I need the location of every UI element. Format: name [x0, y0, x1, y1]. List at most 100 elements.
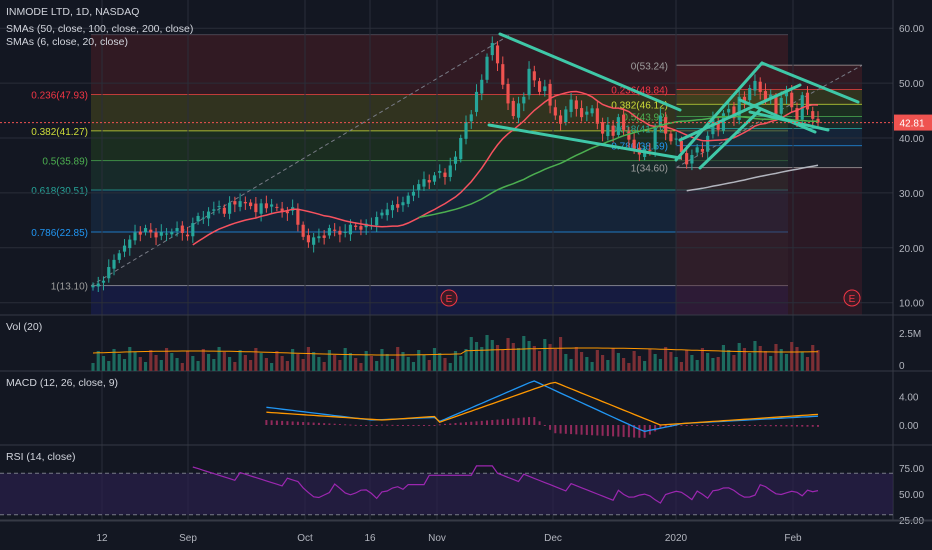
fib-left-trend-line [90, 34, 511, 287]
candle-body [322, 235, 326, 238]
candle [322, 229, 326, 245]
candle-body [327, 228, 331, 236]
price-tick-label: 10.00 [899, 299, 924, 310]
sma-white-line [686, 164, 819, 192]
macd-histogram-bar [806, 425, 809, 427]
price-tick-label: 20.00 [899, 244, 924, 255]
pattern-trendline [487, 123, 682, 160]
macd-histogram-bar [538, 421, 541, 425]
price-tick-label: 30.00 [899, 189, 924, 200]
candle-body [285, 211, 289, 214]
candle-body [537, 81, 542, 92]
pattern-trendline [738, 98, 817, 134]
macd-histogram-bar [512, 418, 515, 425]
candle-body [763, 91, 768, 101]
volume-bar [763, 351, 768, 371]
pattern-trendline [698, 108, 762, 170]
volume-bar [222, 352, 226, 371]
volume-bar [154, 355, 158, 371]
candle [406, 192, 410, 208]
volume-bar [117, 354, 121, 371]
volume-bar [312, 352, 316, 371]
fib-right-zone [676, 128, 862, 146]
macd-histogram-bar [575, 425, 578, 435]
macd-histogram-bar [354, 424, 357, 426]
rsi-line [192, 465, 819, 504]
candle-body [695, 147, 699, 153]
fib-right-zone [676, 145, 862, 168]
candle [706, 131, 710, 160]
volume-bar [474, 342, 479, 371]
macd-histogram-bar [344, 424, 347, 426]
volume-bar [637, 356, 641, 371]
volume-bar [527, 341, 531, 371]
candle [390, 200, 395, 218]
volume-bar [217, 347, 221, 371]
candle-body [485, 56, 489, 80]
volume-bar [511, 343, 515, 371]
macd-histogram-bar [422, 425, 425, 426]
candle [464, 115, 468, 145]
candle-body [516, 103, 521, 118]
volume-bar [396, 347, 400, 371]
volume-ma-line [92, 347, 818, 356]
volume-bar [553, 349, 557, 371]
candle [721, 110, 726, 134]
macd-histogram-bar [549, 425, 552, 430]
candle [270, 198, 274, 214]
candle-body [175, 228, 179, 232]
macd-signal-line [266, 381, 819, 426]
macd-histogram-bar [417, 425, 420, 426]
macd-histogram-bar [412, 425, 415, 426]
macd-histogram-bar [706, 425, 709, 426]
candle [532, 65, 536, 87]
macd-histogram-bar [785, 425, 788, 427]
volume-bar [317, 357, 321, 371]
macd-histogram-bar [517, 417, 520, 425]
volume-bar [164, 348, 169, 371]
candle [233, 196, 237, 213]
macd-histogram-bar [585, 425, 588, 435]
macd-histogram-bar [454, 423, 457, 425]
fib-right-zone [676, 104, 862, 117]
macd-histogram-bar [380, 424, 383, 426]
candle [595, 101, 599, 130]
volume-bar [648, 349, 652, 371]
macd-histogram-bar [291, 421, 294, 425]
volume-bar [301, 359, 305, 371]
fib-left-level-label: 0.382(41.27) [31, 127, 88, 138]
volume-bar [369, 356, 374, 371]
volume-bar [453, 351, 458, 371]
macd-histogram-bar [753, 425, 756, 426]
macd-histogram-bar [717, 425, 720, 426]
candle [296, 203, 300, 232]
candle-body [464, 122, 468, 139]
candle [690, 149, 694, 171]
time-tick-label: 12 [96, 533, 108, 544]
candle-body [580, 108, 584, 118]
candle-body [690, 155, 694, 164]
candle [627, 127, 631, 148]
candle [385, 202, 389, 221]
candle-body [716, 121, 720, 130]
fib-right-level-label: 0.5(43.92) [622, 112, 668, 123]
volume-bar [816, 350, 820, 371]
macd-histogram-bar [296, 421, 299, 425]
candle-body [312, 237, 316, 245]
candle-body [748, 88, 752, 101]
candle [769, 89, 773, 105]
macd-histogram-bar [722, 425, 725, 426]
candle [96, 276, 100, 292]
volume-bar [254, 348, 258, 371]
candle [553, 99, 557, 120]
macd-histogram-bar [443, 423, 446, 425]
fib-left-level-label: 0.786(22.85) [31, 228, 88, 239]
candle [742, 91, 747, 109]
volume-bar [291, 349, 295, 371]
macd-histogram-bar [617, 425, 620, 437]
candle [511, 97, 515, 120]
candle [753, 74, 757, 97]
candle [138, 226, 142, 242]
volume-bar [811, 345, 815, 371]
